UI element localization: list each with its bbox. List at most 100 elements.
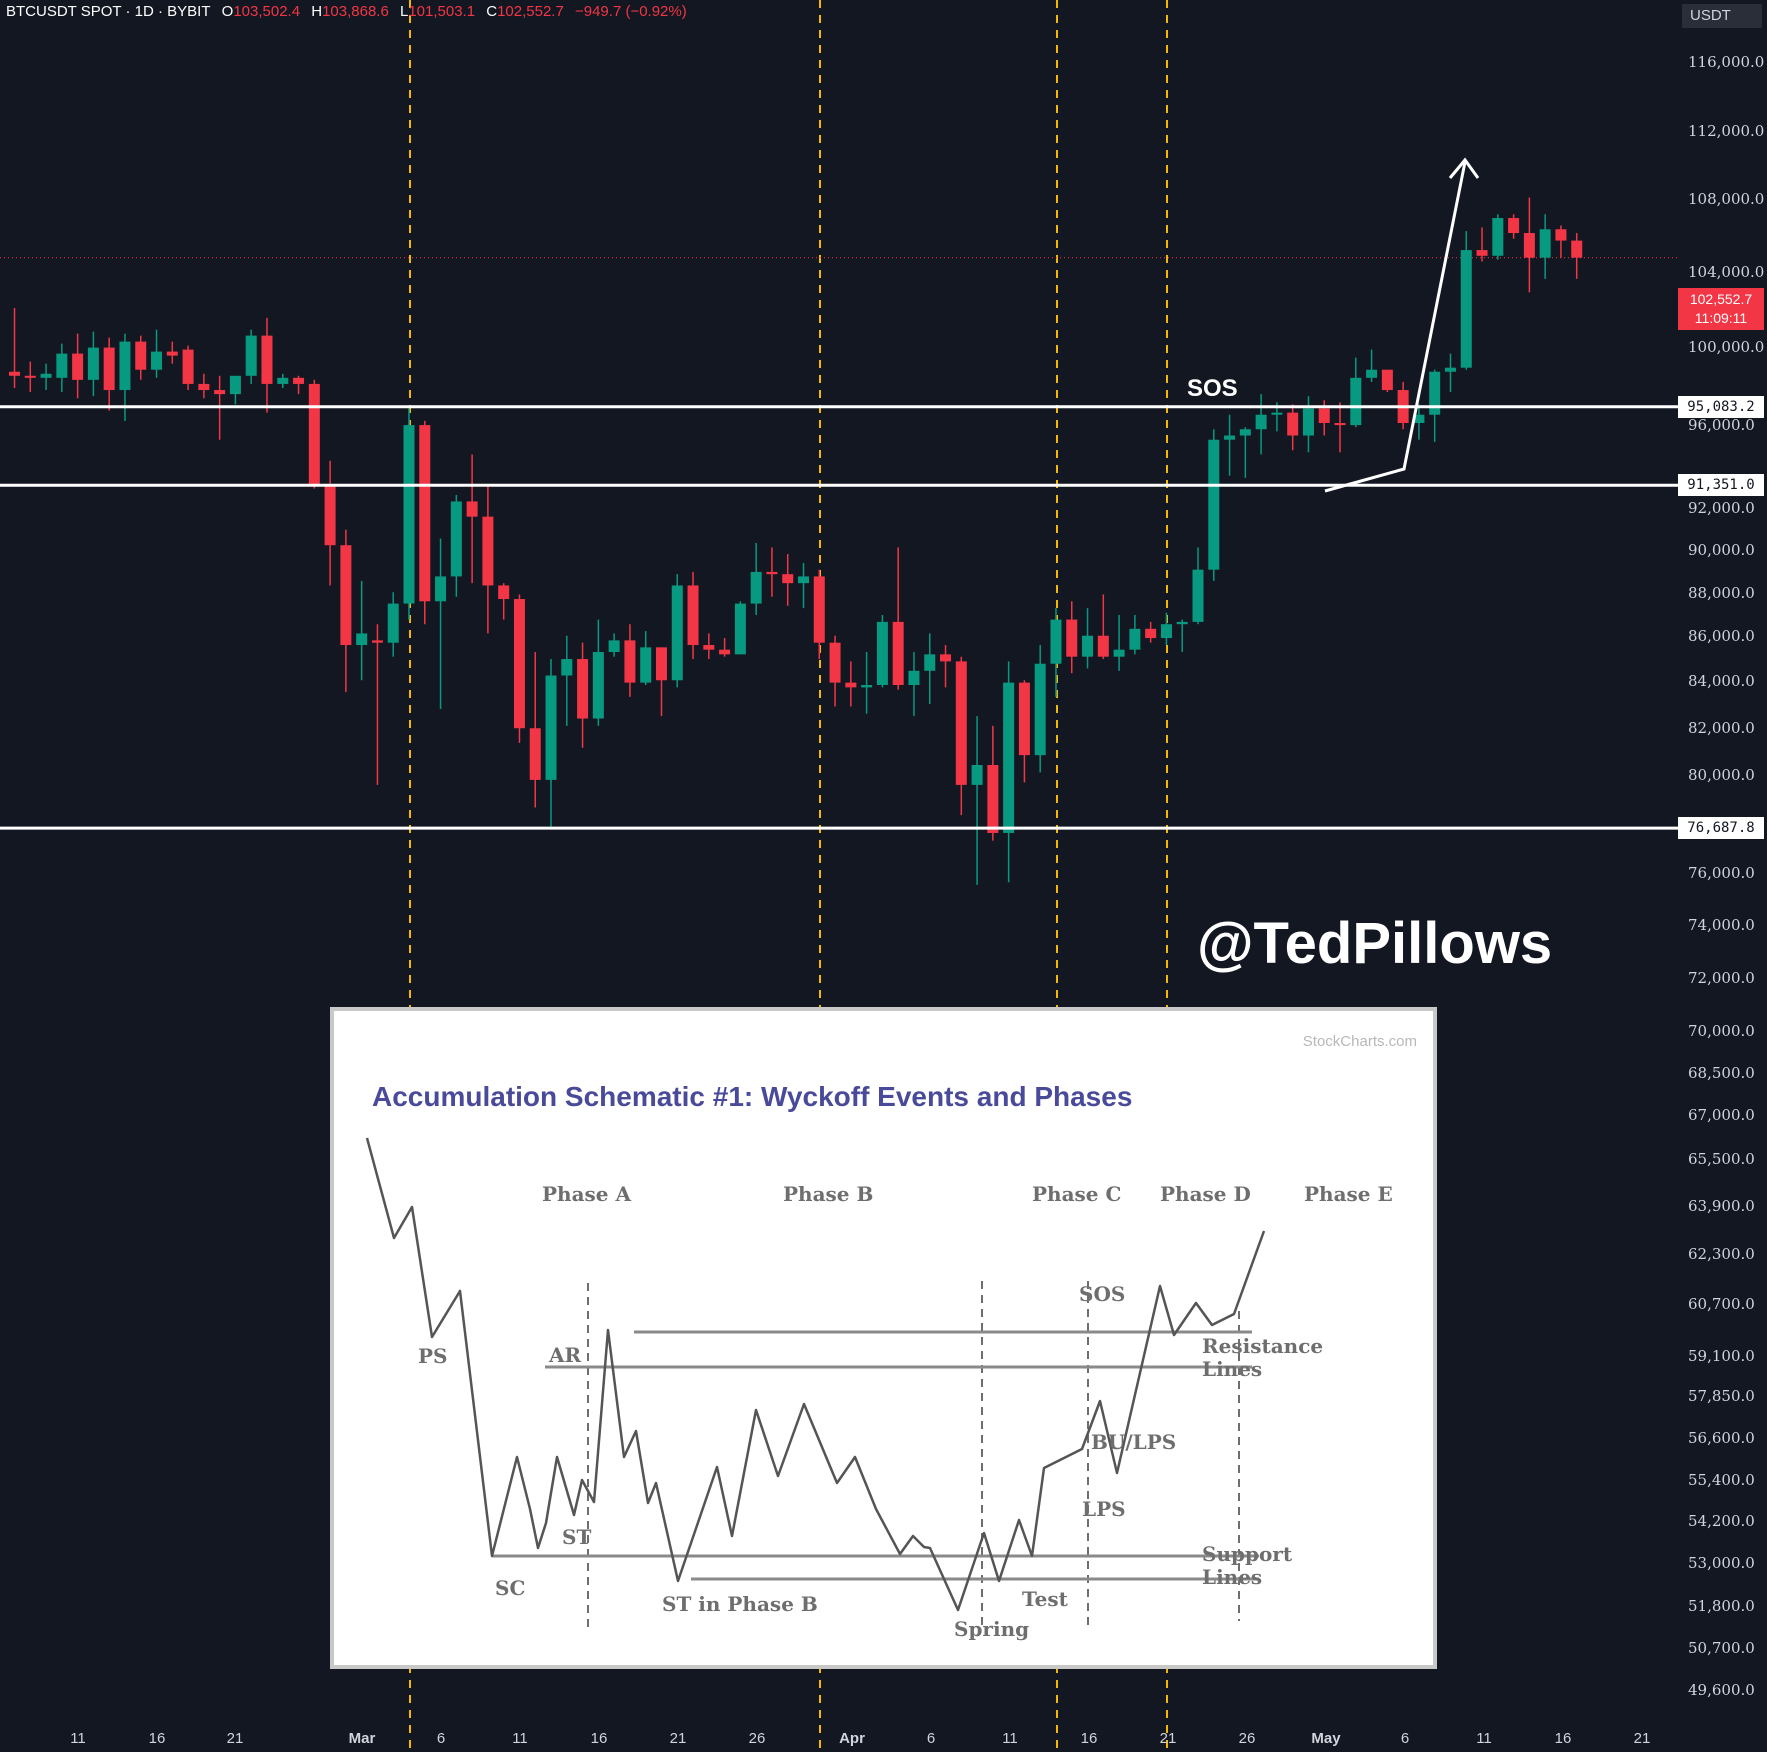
candle-body: [1082, 635, 1094, 657]
candle-body: [166, 351, 178, 356]
candle-body: [198, 383, 210, 391]
y-tick-label: 60,700.0: [1688, 1295, 1755, 1313]
candle-body: [561, 659, 573, 676]
level-badge-upper: 95,083.2: [1678, 395, 1764, 418]
arrow-head: [1448, 157, 1480, 179]
event-label: BU/LPS: [1091, 1430, 1176, 1454]
event-label: SOS: [1079, 1282, 1125, 1306]
candle-body: [1192, 569, 1204, 622]
candle-body: [655, 647, 667, 681]
candle-body: [135, 341, 147, 370]
candle-body: [1145, 628, 1157, 639]
candle-body: [9, 371, 20, 376]
event-label: PS: [418, 1344, 447, 1368]
x-tick-label: 21: [227, 1730, 244, 1747]
x-tick-label: 21: [1634, 1730, 1651, 1747]
y-tick-label: 70,000.0: [1688, 1022, 1755, 1040]
candle-body: [876, 621, 888, 685]
event-label: Spring: [954, 1617, 1029, 1641]
wyckoff-schematic-drawing: Phase A Phase B Phase C Phase D Phase E PS SC A…: [365, 1137, 1393, 1641]
candle-body: [371, 640, 383, 643]
y-tick-label: 62,300.0: [1688, 1245, 1755, 1263]
candle-body: [24, 375, 36, 378]
candle-body: [1444, 367, 1456, 372]
y-tick-label: 55,400.0: [1688, 1471, 1755, 1489]
candle-body: [845, 682, 857, 688]
candle-body: [245, 335, 257, 376]
x-tick-label: May: [1311, 1730, 1341, 1747]
candle-body: [1476, 250, 1488, 256]
y-tick-label: 112,000.0: [1688, 122, 1764, 140]
candle-body: [924, 654, 936, 671]
x-tick-label: 11: [512, 1730, 528, 1747]
candle-body: [119, 341, 131, 391]
y-tick-label: 88,000.0: [1688, 584, 1755, 602]
high-value: H103,868.6: [311, 3, 389, 20]
symbol-name[interactable]: BTCUSDT SPOT · 1D · BYBIT: [6, 3, 211, 20]
candle-body: [1555, 229, 1567, 241]
candle-body: [671, 585, 683, 681]
event-label: AR: [548, 1343, 582, 1367]
wyckoff-price-path: [365, 1137, 1266, 1612]
candle-body: [214, 390, 226, 395]
support-label: Lines: [1202, 1565, 1262, 1589]
y-tick-label: 54,200.0: [1688, 1512, 1755, 1530]
y-tick-label: 76,000.0: [1688, 864, 1755, 882]
candle-body: [103, 347, 115, 391]
candle-body: [592, 652, 604, 719]
change-value: −949.7 (−0.92%): [574, 3, 687, 20]
candle-body: [151, 351, 163, 370]
candle-body: [798, 576, 809, 584]
candle-body: [40, 373, 52, 378]
candle-body: [1381, 369, 1393, 391]
candle-body: [955, 661, 967, 785]
event-label: Test: [1022, 1587, 1069, 1611]
x-tick-label: 6: [1401, 1730, 1409, 1747]
y-tick-label: 72,000.0: [1688, 969, 1755, 987]
y-tick-label: 67,000.0: [1688, 1106, 1755, 1124]
candle-body: [545, 675, 557, 780]
y-tick-label: 51,800.0: [1688, 1597, 1755, 1615]
phase-label: Phase D: [1160, 1182, 1251, 1206]
candle-body: [1539, 229, 1551, 258]
candle-body: [1271, 412, 1283, 415]
candle-body: [308, 383, 320, 485]
candle-body: [608, 640, 620, 653]
candle-body: [734, 603, 746, 655]
candle-body: [1523, 233, 1535, 258]
x-tick-label: 11: [1476, 1730, 1492, 1747]
candle-body: [1097, 635, 1109, 657]
candle-body: [624, 640, 636, 683]
candle-body: [1460, 250, 1472, 368]
inset-title: Accumulation Schematic #1: Wyckoff Event…: [372, 1081, 1133, 1112]
event-label: SC: [495, 1576, 525, 1600]
x-tick-label: 16: [591, 1730, 608, 1747]
candle-body: [719, 649, 731, 655]
candle-body: [1034, 663, 1046, 756]
x-tick-label: 21: [1160, 1730, 1177, 1747]
candle-body: [529, 728, 541, 780]
candle-body: [229, 375, 241, 395]
candle-body: [1429, 371, 1441, 415]
candle-body: [1255, 414, 1267, 430]
candle-body: [908, 670, 920, 685]
candle-body: [1113, 649, 1125, 657]
y-tick-label: 90,000.0: [1688, 541, 1755, 559]
candle-body: [1366, 369, 1378, 378]
resistance-label: Resistance: [1202, 1334, 1323, 1358]
y-tick-label: 104,000.0: [1688, 263, 1764, 281]
candle-body: [340, 545, 352, 646]
x-tick-label: 11: [70, 1730, 86, 1747]
candle-body: [971, 764, 983, 785]
y-tick-label: 86,000.0: [1688, 627, 1755, 645]
candle-body: [703, 645, 715, 650]
candle-body: [813, 576, 825, 643]
candle-body: [1318, 408, 1330, 424]
candle-body: [293, 377, 305, 384]
bar-countdown: 11:09:11: [1694, 310, 1748, 326]
candle-body: [1508, 217, 1520, 234]
level-badge-middle: 91,351.0: [1678, 474, 1764, 497]
phase-label: Phase C: [1032, 1182, 1121, 1206]
price-axis-unit[interactable]: USDT: [1682, 4, 1762, 28]
